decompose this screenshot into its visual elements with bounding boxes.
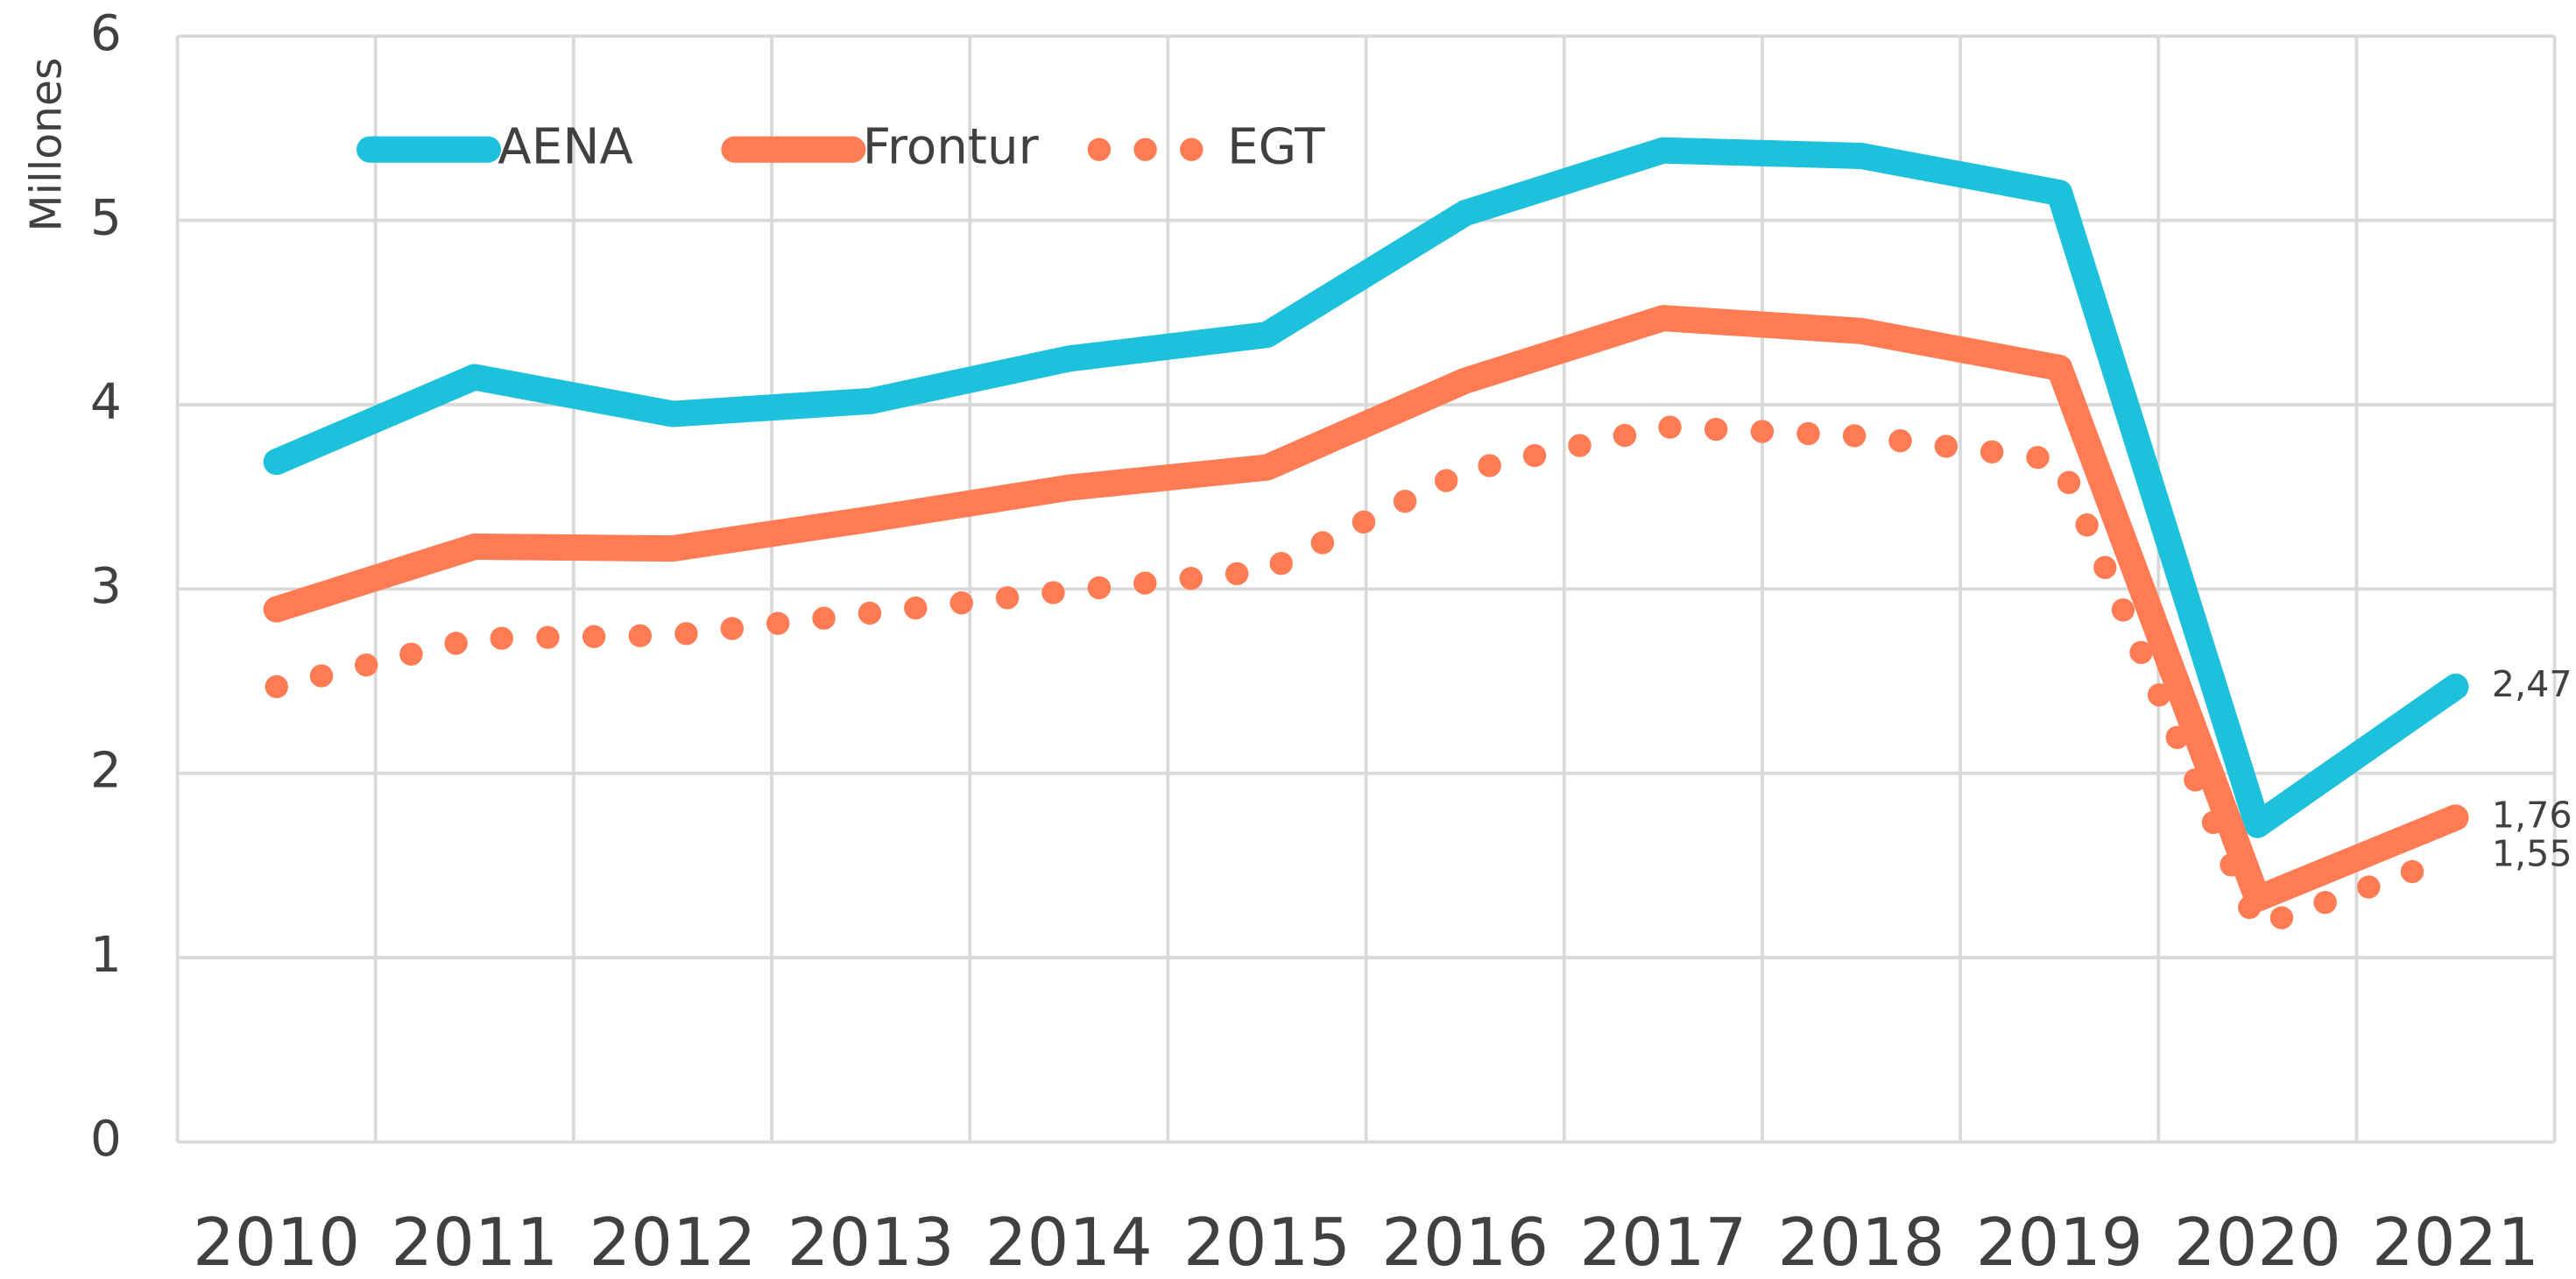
x-tick-label: 2019 [1976,1204,2143,1279]
y-tick-label: 1 [90,927,122,984]
x-tick-label: 2021 [2372,1204,2539,1279]
x-tick-label: 2016 [1381,1204,1549,1279]
value-label: 2,47 [2492,663,2572,705]
x-tick-label: 2014 [985,1204,1153,1279]
y-tick-label: 4 [90,374,122,431]
y-tick-label: 5 [90,189,122,246]
line-series [265,415,2467,938]
x-tick-label: 2012 [589,1204,757,1279]
y-tick-label: 2 [90,742,122,799]
x-tick-label: 2013 [787,1204,955,1279]
value-label: 1,55 [2492,832,2572,874]
x-tick-label: 2018 [1778,1204,1945,1279]
y-tick-label: 6 [90,5,122,62]
x-tick-label: 2011 [391,1204,558,1279]
y-axis-label: Millones [22,58,71,232]
x-tick-label: 2010 [193,1204,360,1279]
legend-label: AENA [498,118,633,175]
x-tick-label: 2020 [2174,1204,2341,1279]
line-series [263,137,2469,838]
legend-label: EGT [1227,118,1325,175]
value-label: 1,76 [2492,794,2572,836]
y-tick-label: 0 [90,1111,122,1168]
y-tick-label: 3 [90,558,122,615]
x-tick-label: 2015 [1183,1204,1351,1279]
line-series [263,305,2469,912]
legend-label: Frontur [863,118,1040,175]
x-tick-label: 2017 [1579,1204,1747,1279]
